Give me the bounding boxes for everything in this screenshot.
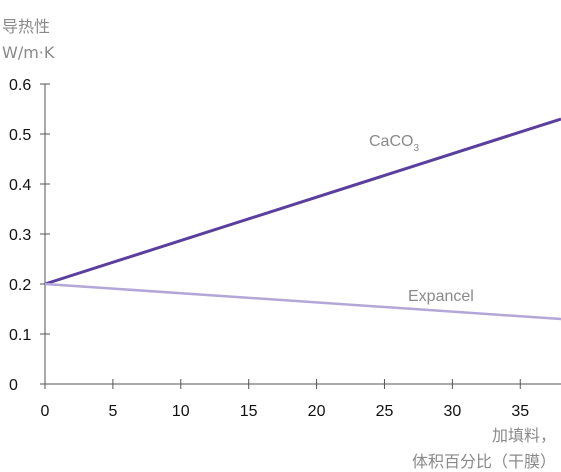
y-tick-label: 0.1	[9, 327, 31, 344]
x-tick-label: 15	[240, 403, 258, 420]
x-tick-label: 20	[308, 403, 326, 420]
y-tick-label: 0.4	[9, 177, 31, 194]
y-tick-label: 0.3	[9, 227, 31, 244]
series-label-caco3: CaCO3	[369, 133, 419, 154]
y-axis-title-line-2: W/m·K	[2, 43, 55, 62]
series-label-expancel: Expancel	[408, 288, 474, 305]
series-line-expancel	[44, 282, 561, 321]
y-tick-label: 0	[9, 377, 18, 394]
x-tick-label: 0	[41, 403, 50, 420]
x-axis-title-line-2: 体积百分比（干膜）	[412, 452, 556, 471]
x-axis-title-line-1: 加填料，	[492, 426, 556, 445]
y-axis-title-line-1: 导热性	[2, 17, 50, 36]
plot-area: 0 0.1 0.2 0.3 0.4 0.5 0.6 0 5 10 15 20 25 30 35 CaCO3 Ex…	[9, 77, 561, 420]
x-tick-label: 5	[108, 403, 117, 420]
y-tick-label: 0.5	[9, 127, 31, 144]
x-tick-label: 35	[511, 403, 529, 420]
x-tick-label: 30	[443, 403, 461, 420]
y-tick-label: 0.6	[9, 77, 31, 94]
y-tick-label: 0.2	[9, 277, 31, 294]
series-line-caco3	[44, 117, 561, 286]
x-tick-label: 10	[172, 403, 190, 420]
x-tick-label: 25	[376, 403, 394, 420]
